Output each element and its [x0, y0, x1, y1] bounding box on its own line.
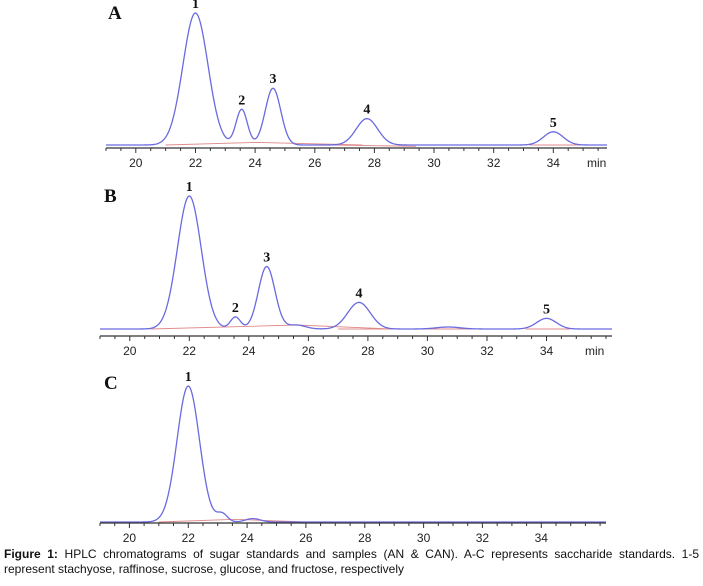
x-tick-label: 34: [540, 344, 554, 358]
peak-3-apex: [272, 87, 274, 89]
peak-label-1: 1: [192, 0, 199, 12]
peak-1-apex: [187, 385, 189, 387]
baseline-segment: [150, 324, 392, 330]
panel-letter: A: [108, 3, 122, 24]
peak-4-apex: [358, 301, 360, 303]
x-tick-label: 22: [182, 531, 196, 545]
chromatogram-trace: [100, 385, 606, 523]
peak-1-apex: [188, 195, 190, 197]
figure-caption: Figure 1: HPLC chromatograms of sugar st…: [4, 547, 699, 577]
peak-label-3: 3: [263, 251, 270, 266]
chromatogram-trace: [100, 195, 612, 330]
x-tick-label: 28: [361, 344, 375, 358]
x-tick-label: 34: [535, 531, 549, 545]
chromatogram-trace: [106, 12, 607, 146]
caption-text: HPLC chromatograms of sugar standards an…: [4, 547, 700, 576]
baseline-segment: [158, 518, 306, 523]
x-tick-label: 22: [183, 344, 197, 358]
x-tick-label: 32: [487, 156, 501, 170]
x-tick-label: 20: [129, 156, 143, 170]
x-tick-label: 30: [427, 156, 441, 170]
peak-2-apex: [234, 316, 236, 318]
x-tick-label: 32: [480, 344, 494, 358]
peak-5-apex: [552, 131, 554, 133]
x-tick-label: 26: [299, 531, 313, 545]
panel-letter: C: [104, 373, 118, 394]
x-unit-label: min: [587, 156, 606, 170]
x-tick-label: 22: [189, 156, 203, 170]
x-tick-label: 20: [123, 531, 137, 545]
peak-2-apex: [241, 108, 243, 110]
peak-label-5: 5: [550, 116, 557, 131]
peak-1-apex: [194, 12, 197, 14]
baseline-segment: [332, 144, 417, 147]
peak-label-1: 1: [185, 370, 192, 385]
x-tick-label: 26: [308, 156, 322, 170]
peak-4-apex: [366, 118, 368, 120]
chromatogram-panel-c: C 1 20 22 24 26 28 30 32 34: [99, 370, 606, 545]
peak-3-apex: [266, 265, 268, 268]
peak-label-1: 1: [186, 180, 193, 195]
x-tick-label: 24: [240, 531, 254, 545]
peak-label-4: 4: [363, 103, 370, 118]
baseline-segment: [165, 141, 363, 146]
x-tick-label: 26: [302, 344, 316, 358]
x-tick-label: 30: [421, 344, 435, 358]
x-tick-label: 32: [476, 531, 490, 545]
peak-label-2: 2: [232, 301, 239, 316]
peak-label-5: 5: [543, 302, 550, 317]
x-tick-label: 20: [123, 344, 137, 358]
x-tick-label: 24: [242, 344, 256, 358]
peak-5-apex: [545, 317, 548, 319]
caption-label: Figure 1:: [4, 547, 58, 561]
peak-label-4: 4: [356, 286, 363, 301]
x-unit-label: min: [585, 344, 604, 358]
panel-letter: B: [104, 186, 117, 207]
x-tick-label: 24: [248, 156, 262, 170]
x-tick-label: 28: [358, 531, 372, 545]
peak-label-3: 3: [270, 72, 277, 87]
peak-label-2: 2: [238, 93, 245, 108]
x-tick-label: 34: [547, 156, 561, 170]
x-tick-label: 28: [368, 156, 382, 170]
x-tick-label: 30: [417, 531, 431, 545]
